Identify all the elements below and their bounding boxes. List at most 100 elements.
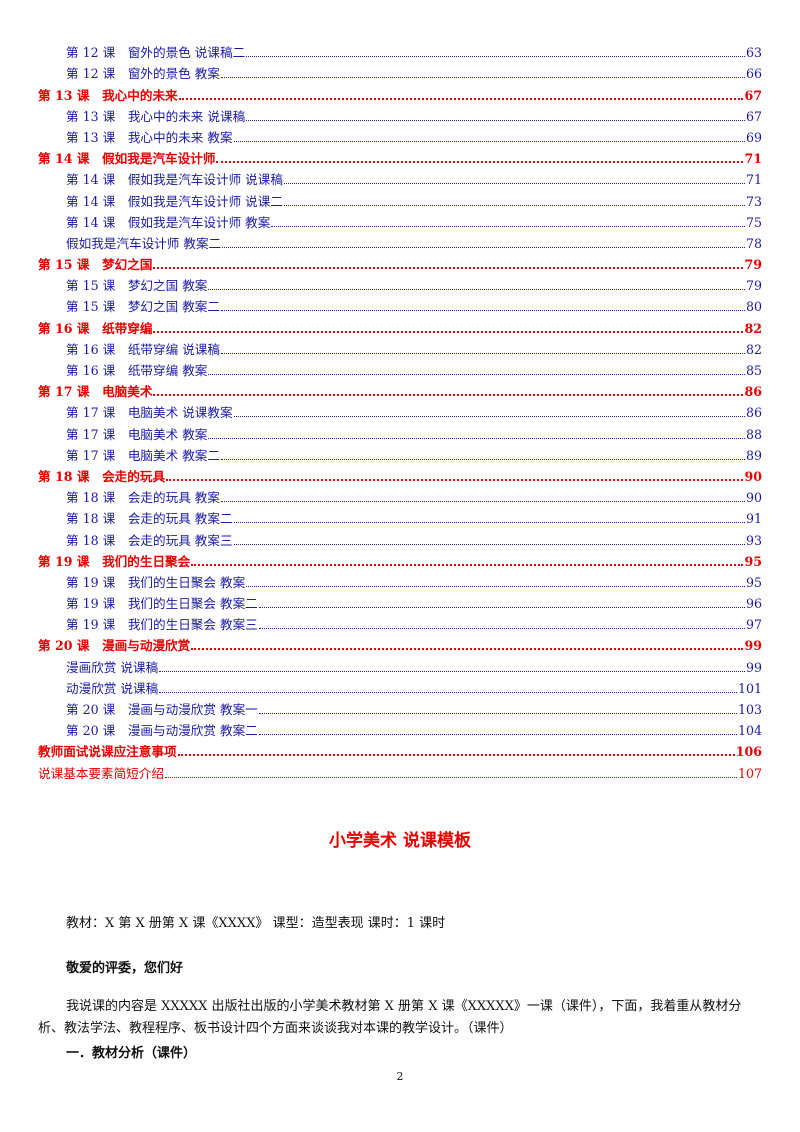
toc-entry[interactable]: 说课基本要素简短介绍 107 (38, 759, 762, 781)
toc-dot-leader (159, 670, 745, 672)
toc-page-number: 86 (744, 384, 762, 400)
toc-entry-title: 第 15 课 梦幻之国 教案二 (66, 299, 220, 315)
toc-dot-leader (246, 585, 745, 587)
toc-entry[interactable]: 漫画欣赏 说课稿 99 (38, 653, 762, 675)
toc-page-number: 89 (745, 447, 762, 463)
toc-dot-leader (216, 160, 744, 164)
toc-page-number: 95 (744, 553, 762, 569)
page-number: 2 (396, 1070, 404, 1083)
toc-dot-leader (191, 563, 744, 566)
toc-dot-leader (258, 712, 737, 714)
toc-entry-title: 第 16 课 纸带穿编 说课稿 (66, 341, 220, 357)
toc-dot-leader (258, 606, 745, 609)
toc-entry[interactable]: 第 15 课 梦幻之国 教案二 80 (38, 293, 762, 314)
toc-entry[interactable]: 第 18 课 会走的玩具 教案二 91 (38, 505, 762, 526)
toc-page-number: 71 (745, 172, 762, 188)
toc-entry[interactable]: 第 14 课 假如我是汽车设计师 教案 75 (38, 209, 762, 230)
toc-lesson-heading[interactable]: 第 15 课 梦幻之国 79 (38, 251, 762, 272)
toc-entry[interactable]: 第 16 课 纸带穿编 教案 85 (38, 357, 762, 378)
toc-entry[interactable]: 第 18 课 会走的玩具 教案三 93 (38, 526, 762, 548)
toc-entry[interactable]: 第 15 课 梦幻之国 教案 79 (38, 272, 762, 293)
toc-entry-title: 第 13 课 我心中的未来 (38, 87, 178, 103)
toc-dot-leader (178, 97, 744, 100)
toc-entry[interactable]: 第 16 课 纸带穿编 说课稿 82 (38, 336, 762, 357)
toc-entry-title: 第 19 课 我们的生日聚会 教案三 (66, 617, 258, 633)
toc-entry[interactable]: 第 17 课 电脑美术 教案 88 (38, 420, 762, 442)
toc-lesson-heading[interactable]: 第 20 课 漫画与动漫欣赏 99 (38, 632, 762, 653)
toc-page-number: 103 (737, 702, 762, 717)
toc-dot-leader (233, 521, 745, 524)
toc-entry[interactable]: 第 12 课 窗外的景色 教案 66 (38, 60, 762, 81)
toc-entry-title: 说课基本要素简短介绍 (38, 765, 164, 781)
toc-page-number: 90 (744, 468, 762, 484)
toc-dot-leader (153, 330, 744, 333)
toc-entry[interactable]: 第 19 课 我们的生日聚会 教案三 97 (38, 611, 762, 632)
toc-page-number: 96 (745, 596, 762, 612)
toc-lesson-heading[interactable]: 第 18 课 会走的玩具 90 (38, 463, 762, 484)
toc-entry-title: 第 17 课 电脑美术 (38, 384, 153, 400)
toc-entry-title: 教师面试说课应注意事项 (38, 744, 177, 760)
toc-entry-title: 漫画欣赏 说课稿 (66, 659, 159, 675)
toc-entry-title: 第 12 课 窗外的景色 说课稿二 (66, 45, 246, 61)
toc-page-number: 95 (745, 574, 762, 590)
toc-dot-leader (159, 691, 737, 693)
toc-entry-title: 第 20 课 漫画与动漫欣赏 教案一 (66, 702, 258, 717)
toc-entry[interactable]: 第 20 课 漫画与动漫欣赏 教案一 103 (38, 696, 762, 717)
toc-page-number: 90 (745, 490, 762, 506)
toc-entry[interactable]: 动漫欣赏 说课稿 101 (38, 675, 762, 696)
toc-entry-title: 第 18 课 会走的玩具 教案三 (66, 532, 233, 548)
toc-entry-title: 第 18 课 会走的玩具 教案 (66, 490, 220, 506)
toc-page-number: 67 (745, 108, 762, 124)
toc-dot-leader (177, 753, 735, 757)
toc-entry-title: 第 13 课 我心中的未来 教案 (66, 129, 233, 145)
toc-entry[interactable]: 第 12 课 窗外的景色 说课稿二 63 (38, 39, 762, 60)
toc-page-number: 71 (744, 151, 762, 167)
toc-entry-title: 动漫欣赏 说课稿 (66, 680, 159, 696)
toc-entry-title: 第 19 课 我们的生日聚会 (38, 553, 191, 569)
toc-dot-leader (153, 266, 744, 270)
toc-entry-title: 第 17 课 电脑美术 说课教案 (66, 405, 233, 421)
toc-entry[interactable]: 第 14 课 假如我是汽车设计师 说课二 73 (38, 187, 762, 209)
document-title: 小学美术 说课模板 (329, 831, 471, 851)
toc-entry-title: 第 17 课 电脑美术 教案 (66, 426, 208, 442)
toc-entry-title: 第 19 课 我们的生日聚会 教案 (66, 574, 246, 590)
toc-entry[interactable]: 第 13 课 我心中的未来 说课稿 67 (38, 103, 762, 124)
toc-dot-leader (153, 393, 744, 397)
toc-dot-leader (220, 352, 745, 354)
toc-entry[interactable]: 第 13 课 我心中的未来 教案 69 (38, 124, 762, 145)
toc-entry-title: 假如我是汽车设计师 教案二 (66, 235, 222, 251)
toc-dot-leader (208, 373, 745, 375)
toc-page-number: 78 (745, 235, 762, 251)
toc-entry-title: 第 20 课 漫画与动漫欣赏 教案二 (66, 723, 258, 739)
toc-dot-leader (258, 627, 745, 630)
toc-entry-title: 第 12 课 窗外的景色 教案 (66, 66, 220, 82)
toc-dot-leader (164, 776, 737, 778)
toc-entry[interactable]: 第 20 课 漫画与动漫欣赏 教案二 104 (38, 717, 762, 738)
toc-dot-leader (258, 733, 737, 736)
toc-entry[interactable]: 第 14 课 假如我是汽车设计师 说课稿 71 (38, 166, 762, 187)
toc-page-number: 79 (745, 278, 762, 294)
toc-entry-title: 第 19 课 我们的生日聚会 教案二 (66, 596, 258, 612)
toc-dot-leader (222, 246, 745, 248)
intro-paragraph: 我说课的内容是 XXXXX 出版社出版的小学美术教材第 X 册第 X 课《XXX… (38, 999, 742, 1036)
toc-entry[interactable]: 第 19 课 我们的生日聚会 教案 95 (38, 569, 762, 590)
toc-page-number: 67 (744, 87, 762, 103)
toc-entry[interactable]: 假如我是汽车设计师 教案二 78 (38, 230, 762, 251)
toc-lesson-heading[interactable]: 第 14 课 假如我是汽车设计师 71 (38, 145, 762, 166)
toc-entry[interactable]: 教师面试说课应注意事项 106 (38, 738, 762, 759)
toc-entry[interactable]: 第 18 课 会走的玩具 教案 90 (38, 484, 762, 505)
toc-page-number: 93 (745, 532, 762, 548)
toc-entry[interactable]: 第 17 课 电脑美术 说课教案 86 (38, 399, 762, 420)
toc-lesson-heading[interactable]: 第 13 课 我心中的未来 67 (38, 81, 762, 103)
toc-page-number: 82 (745, 341, 762, 357)
toc-page-number: 106 (735, 744, 762, 760)
toc-page-number: 97 (745, 617, 762, 633)
toc-page-number: 79 (744, 257, 762, 273)
toc-lesson-heading[interactable]: 第 19 课 我们的生日聚会 95 (38, 548, 762, 569)
toc-entry[interactable]: 第 17 课 电脑美术 教案二 89 (38, 442, 762, 463)
toc-lesson-heading[interactable]: 第 17 课 电脑美术 86 (38, 378, 762, 399)
toc-lesson-heading[interactable]: 第 16 课 纸带穿编 82 (38, 314, 762, 336)
toc-dot-leader (271, 225, 745, 227)
toc-page-number: 99 (744, 638, 762, 654)
toc-entry[interactable]: 第 19 课 我们的生日聚会 教案二 96 (38, 590, 762, 611)
